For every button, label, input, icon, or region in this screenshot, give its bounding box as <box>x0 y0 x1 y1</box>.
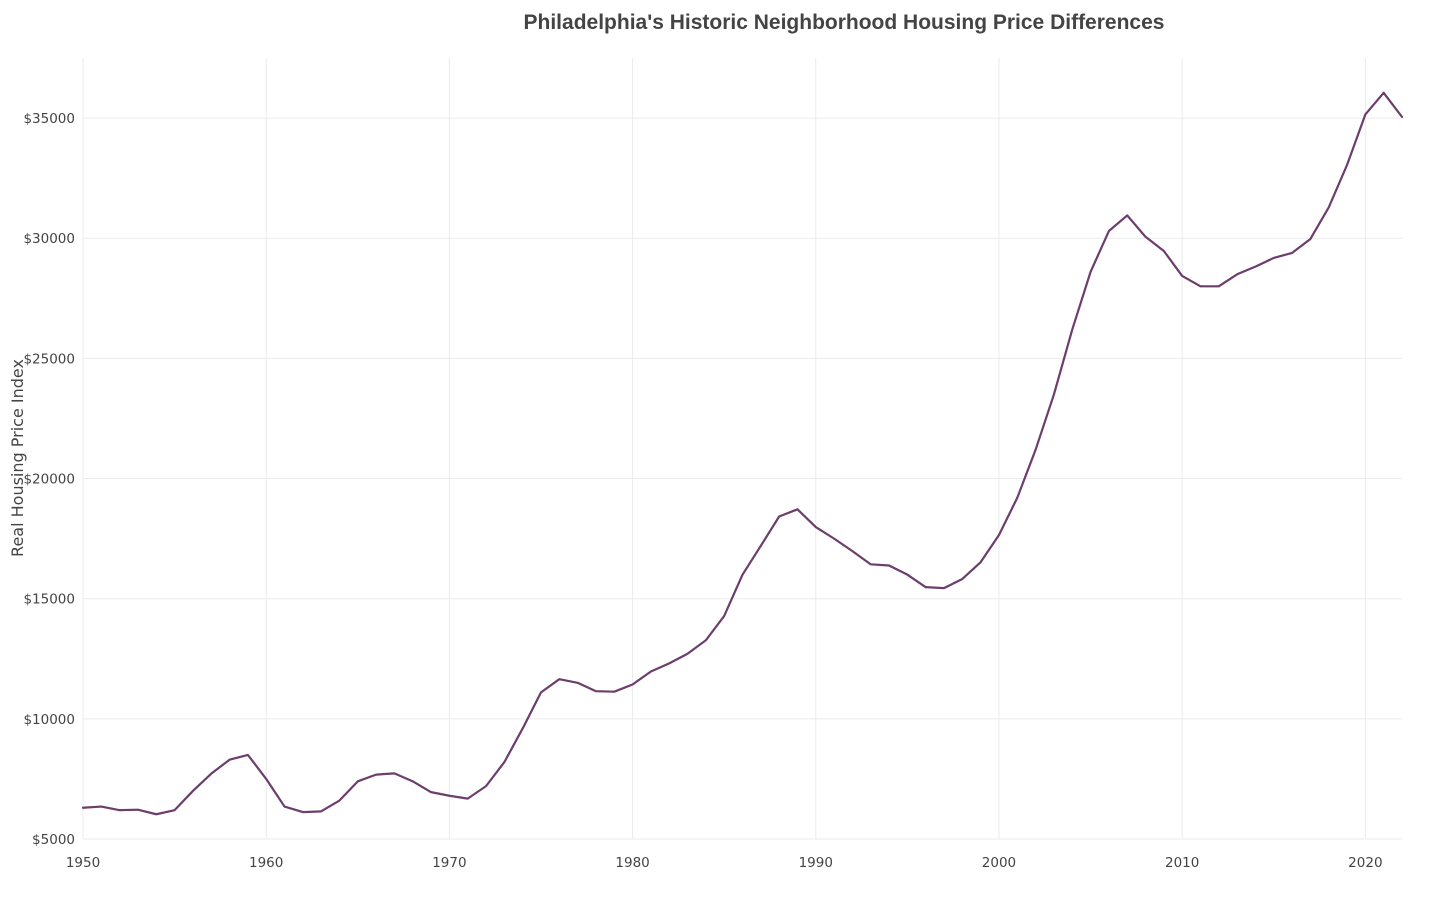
x-tick-label: 1970 <box>432 855 466 871</box>
y-tick-label: $35000 <box>23 111 75 127</box>
x-tick-label: 1980 <box>615 855 649 871</box>
x-axis: 1950 1960 1970 1980 1990 2000 2010 2020 <box>66 855 1383 871</box>
y-axis-title: Real Housing Price Index <box>8 359 27 557</box>
y-axis: $5000 $10000 $15000 $20000 $25000 $30000 $3500… <box>23 111 75 848</box>
y-tick-label: $10000 <box>23 712 75 728</box>
x-tick-label: 1950 <box>66 855 100 871</box>
grid <box>82 58 1402 840</box>
y-tick-label: $15000 <box>23 592 75 608</box>
series-layer <box>81 91 1404 816</box>
x-tick-label: 2020 <box>1348 855 1382 871</box>
x-tick-label: 2010 <box>1165 855 1199 871</box>
x-tick-label: 2000 <box>982 855 1016 871</box>
x-tick-label: 1960 <box>249 855 283 871</box>
y-tick-label: $30000 <box>23 231 75 247</box>
y-tick-label: $20000 <box>23 472 75 488</box>
chart-title: Philadelphia's Historic Neighborhood Hou… <box>524 11 1165 34</box>
y-tick-label: $25000 <box>23 351 75 367</box>
x-tick-label: 1990 <box>799 855 833 871</box>
series-line <box>81 91 1404 816</box>
y-tick-label: $5000 <box>32 832 75 848</box>
